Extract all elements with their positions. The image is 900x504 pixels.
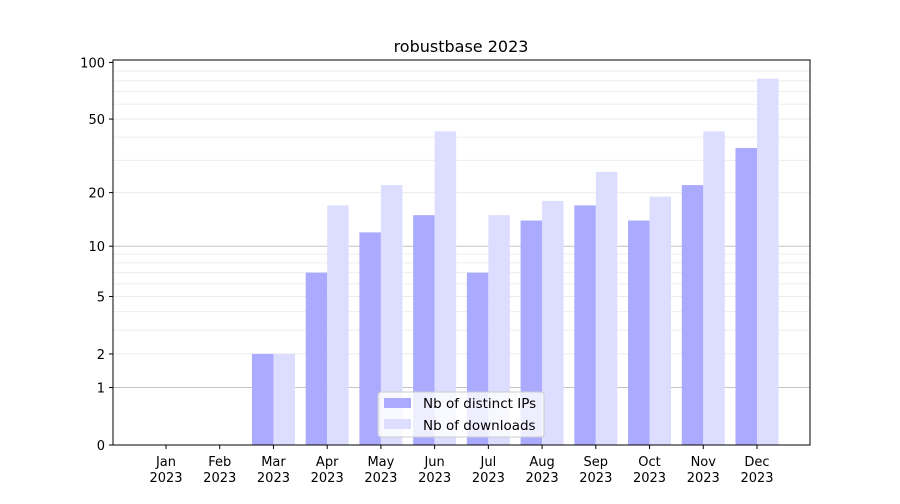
legend: Nb of distinct IPs Nb of downloads <box>377 391 545 438</box>
legend-label-downloads: Nb of downloads <box>423 418 536 434</box>
legend-swatch-ips <box>384 398 411 408</box>
bar-distinct-ips <box>305 272 328 445</box>
x-tick-label: Jul <box>480 455 497 470</box>
bar-distinct-ips <box>735 147 757 445</box>
x-tick-label: Apr <box>316 455 339 470</box>
x-tick-label: 2023 <box>526 471 559 486</box>
y-tick-label: 100 <box>80 56 105 71</box>
bar-downloads <box>488 215 510 445</box>
y-tick-label: 10 <box>88 240 105 255</box>
x-tick-label: May <box>367 455 394 470</box>
bar-downloads <box>434 131 457 445</box>
bar-downloads <box>703 131 725 445</box>
bar-distinct-ips <box>574 205 596 445</box>
bar-distinct-ips <box>251 353 274 445</box>
x-tick-label: Jan <box>155 455 176 470</box>
y-tick-label: 1 <box>97 382 105 397</box>
x-tick-label: 2023 <box>740 471 773 486</box>
x-tick-label: Oct <box>638 455 660 470</box>
x-tick-label: 2023 <box>149 471 182 486</box>
x-tick-label: 2023 <box>579 471 612 486</box>
x-tick-label: Feb <box>208 455 231 470</box>
bar-distinct-ips <box>359 232 381 445</box>
y-tick-label: 20 <box>88 187 105 202</box>
bar-distinct-ips <box>413 215 435 445</box>
x-tick-label: 2023 <box>687 471 720 486</box>
y-tick-label: 5 <box>97 290 105 305</box>
bar-downloads <box>649 196 672 445</box>
bars <box>251 78 779 446</box>
bar-downloads <box>273 353 295 445</box>
x-tick-label: 2023 <box>311 471 344 486</box>
x-axis: Jan2023Feb2023Mar2023Apr2023May2023Jun20… <box>149 445 774 486</box>
x-tick-label: 2023 <box>633 471 666 486</box>
x-tick-label: Sep <box>584 455 609 470</box>
bar-downloads <box>757 78 779 446</box>
x-tick-label: Mar <box>261 455 286 470</box>
bar-downloads <box>542 200 564 445</box>
x-tick-label: Dec <box>744 455 769 470</box>
x-tick-label: 2023 <box>203 471 236 486</box>
x-tick-label: Aug <box>529 455 554 470</box>
bar-downloads <box>380 185 403 445</box>
legend-swatch-downloads <box>384 419 411 429</box>
bar-distinct-ips <box>681 185 704 445</box>
legend-box <box>377 391 545 438</box>
bar-downloads <box>595 171 618 446</box>
bar-distinct-ips <box>520 220 543 445</box>
plot-frame <box>112 59 811 446</box>
x-tick-label: 2023 <box>257 471 290 486</box>
x-tick-label: 2023 <box>472 471 505 486</box>
chart-title: robustbase 2023 <box>394 37 529 56</box>
x-tick-label: 2023 <box>418 471 451 486</box>
x-tick-label: 2023 <box>364 471 397 486</box>
y-tick-label: 50 <box>88 113 105 128</box>
y-tick-label: 2 <box>97 348 105 363</box>
y-axis: 0 1 2 5 10 20 50 100 <box>80 56 113 454</box>
y-tick-label: 0 <box>97 439 105 454</box>
bar-distinct-ips <box>628 220 650 445</box>
x-tick-label: Jun <box>423 455 444 470</box>
bar-downloads <box>327 205 349 445</box>
legend-label-ips: Nb of distinct IPs <box>423 396 536 412</box>
x-tick-label: Nov <box>691 455 717 470</box>
